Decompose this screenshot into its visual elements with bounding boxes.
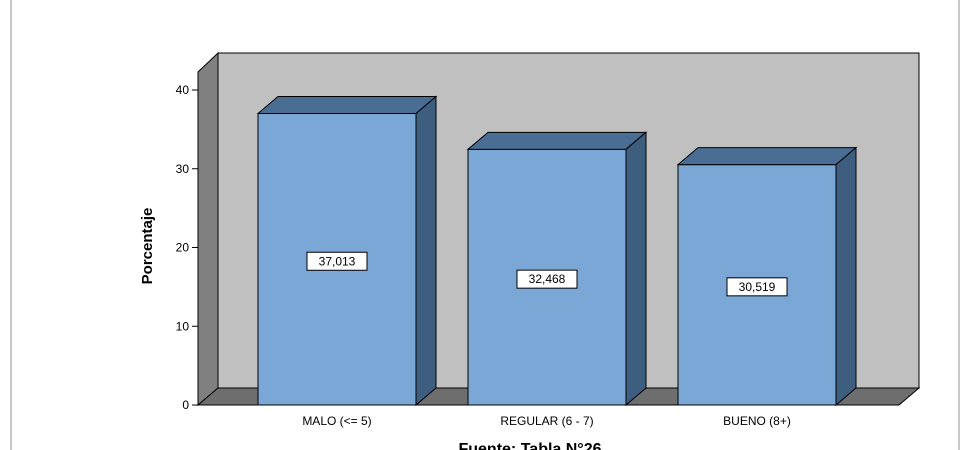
category-labels: MALO (<= 5) REGULAR (6 - 7) BUENO (8+) <box>302 414 791 428</box>
bar-side <box>415 95 437 407</box>
y-tick-label: 10 <box>176 319 190 333</box>
y-tick-label: 40 <box>176 83 190 97</box>
bar-side <box>625 131 647 407</box>
chart-side-wall <box>197 51 219 407</box>
data-label: 32,468 <box>529 272 566 286</box>
bar-top <box>676 147 858 166</box>
data-label-box <box>516 269 578 289</box>
y-tick-label: 30 <box>176 162 190 176</box>
category-label: BUENO (8+) <box>723 414 791 428</box>
bar-top <box>256 96 438 115</box>
data-label-box <box>306 251 368 271</box>
data-label-box <box>726 277 788 297</box>
y-tick-label: 0 <box>182 398 189 412</box>
bars-group: 37,013 32,468 30,519 <box>256 95 858 407</box>
bar-side <box>835 146 857 407</box>
source-note: Fuente: Tabla N°26 <box>230 436 830 450</box>
bar-top <box>466 131 648 150</box>
data-label: 37,013 <box>319 254 356 268</box>
y-axis-title: Porcentaje <box>139 208 156 285</box>
category-label: REGULAR (6 - 7) <box>500 414 593 428</box>
category-label: MALO (<= 5) <box>302 414 371 428</box>
data-label: 30,519 <box>739 280 776 294</box>
y-axis-ticks: 0 10 20 30 40 <box>176 83 198 412</box>
y-tick-label: 20 <box>176 241 190 255</box>
